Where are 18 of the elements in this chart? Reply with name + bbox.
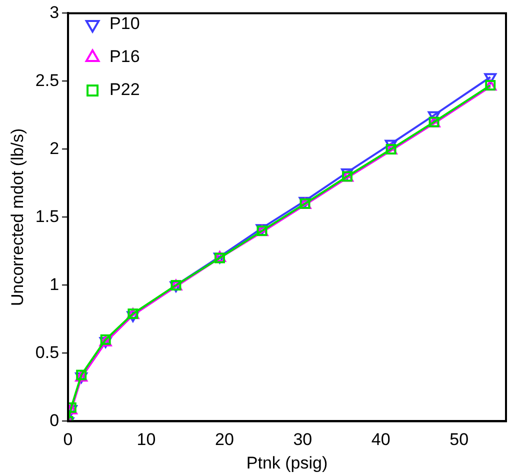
y-tick-label: 0.5 [35, 342, 60, 362]
y-tick-label: 0 [50, 410, 60, 430]
y-tick-label: 1.5 [35, 206, 60, 226]
x-tick-label: 0 [63, 430, 73, 450]
x-tick-label: 50 [450, 430, 469, 450]
y-axis-title: Uncorrected mdot (lb/s) [8, 128, 27, 306]
y-tick-label: 2 [50, 138, 60, 158]
x-tick-label: 40 [371, 430, 390, 450]
y-tick-label: 2.5 [35, 70, 60, 90]
legend-label: P10 [110, 14, 140, 34]
y-tick-label: 3 [50, 2, 60, 22]
y-tick-label: 1 [50, 274, 60, 294]
x-tick-label: 10 [136, 430, 156, 450]
legend-label: P16 [110, 47, 140, 66]
x-tick-label: 30 [293, 430, 312, 450]
x-tick-label: 20 [214, 430, 234, 450]
x-axis-title: Ptnk (psig) [246, 453, 328, 472]
legend-label: P22 [110, 80, 140, 100]
